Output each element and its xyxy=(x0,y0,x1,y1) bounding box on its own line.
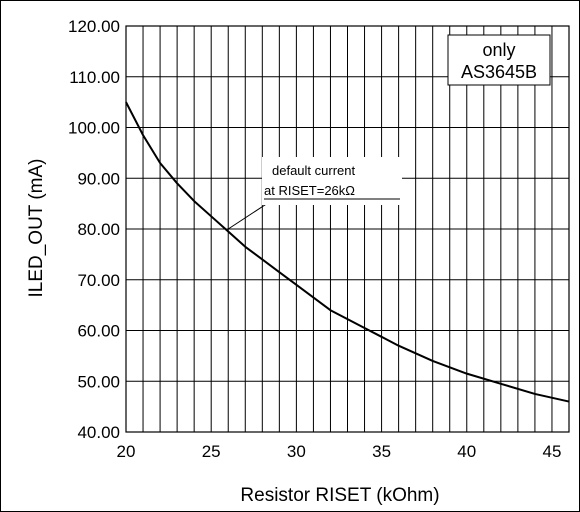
series-line xyxy=(125,101,570,403)
note-box xyxy=(447,34,551,86)
annotation-line-1: default current xyxy=(272,163,355,178)
y-tick-label: 110.00 xyxy=(69,68,120,87)
only-as3645b-note: only AS3645B xyxy=(447,34,551,86)
y-tick-label: 70.00 xyxy=(77,271,120,290)
x-tick-label: 20 xyxy=(117,442,136,461)
x-axis-label: Resistor RISET (kOhm) xyxy=(240,485,439,506)
note-line-2: AS3645B xyxy=(461,62,537,82)
y-tick-label: 80.00 xyxy=(77,220,120,239)
x-tick-label: 25 xyxy=(202,442,221,461)
plot-area xyxy=(125,25,570,433)
x-tick-label: 45 xyxy=(543,442,562,461)
annotation-line-2: at RISET=26kΩ xyxy=(264,183,355,198)
x-tick-label: 35 xyxy=(372,442,391,461)
y-tick-label: 60.00 xyxy=(77,322,120,341)
y-tick-label: 40.00 xyxy=(77,423,120,442)
plot-border xyxy=(125,25,570,433)
note-line-1: only xyxy=(482,40,515,60)
y-tick-label: 100.00 xyxy=(68,119,120,138)
annotation-bg xyxy=(262,157,402,205)
y-tick-label: 90.00 xyxy=(77,169,120,188)
y-axis-label: ILED_OUT (mA) xyxy=(26,158,47,297)
y-tick-labels: 40.00 50.00 60.00 70.00 80.00 90.00 100.00 110.… xyxy=(68,17,120,442)
x-tick-label: 30 xyxy=(287,442,306,461)
y-tick-label: 120.00 xyxy=(68,17,120,36)
default-current-annotation: default current at RISET=26kΩ xyxy=(262,157,402,205)
y-tick-label: 50.00 xyxy=(77,372,120,391)
x-tick-label: 40 xyxy=(457,442,476,461)
x-tick-labels: 20 25 30 35 40 45 xyxy=(117,442,562,461)
